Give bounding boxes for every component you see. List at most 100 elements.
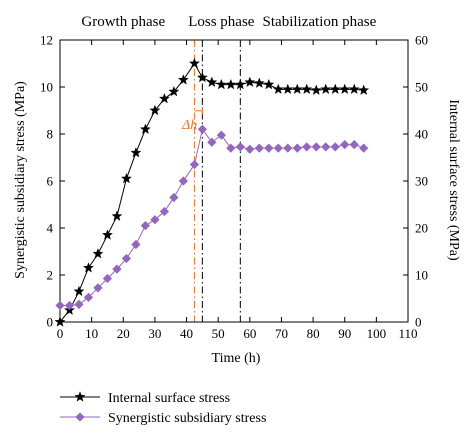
data-point-star bbox=[310, 84, 322, 95]
data-point-star bbox=[168, 85, 180, 97]
phase-label: Growth phase bbox=[81, 14, 165, 30]
data-point-diamond bbox=[311, 142, 321, 152]
data-point-star bbox=[120, 172, 132, 184]
plot-frame bbox=[59, 39, 409, 323]
series-line bbox=[59, 62, 364, 323]
data-point-diamond bbox=[216, 130, 226, 140]
data-point-star bbox=[348, 83, 360, 95]
data-point-star bbox=[82, 262, 94, 273]
data-point-diamond bbox=[283, 143, 293, 153]
y-right-tick-label: 60 bbox=[415, 33, 428, 48]
legend-entry: Synergistic subsidiary stress bbox=[60, 411, 266, 426]
data-point-diamond bbox=[264, 143, 274, 153]
data-point-diamond bbox=[197, 124, 207, 134]
data-series bbox=[54, 57, 370, 327]
data-point-star bbox=[149, 104, 161, 116]
data-point-star bbox=[320, 83, 332, 95]
data-point-star bbox=[358, 84, 370, 95]
axis-titles: Time (h) Synergistic subsidiary stress (… bbox=[13, 81, 461, 366]
x-tick-label: 30 bbox=[148, 326, 161, 341]
y-right-tick-label: 40 bbox=[415, 127, 428, 142]
data-point-diamond bbox=[235, 142, 245, 152]
data-point-diamond bbox=[302, 142, 312, 152]
data-point-star bbox=[225, 78, 237, 90]
y-right-tick-label: 0 bbox=[415, 315, 422, 330]
data-point-diamond bbox=[55, 300, 65, 311]
data-point-diamond bbox=[340, 139, 350, 150]
data-point-diamond bbox=[330, 142, 340, 152]
data-point-star bbox=[92, 248, 104, 259]
legend-diamond-marker bbox=[75, 412, 85, 422]
data-point-diamond bbox=[169, 192, 179, 203]
phase-labels: Growth phase Loss phase Stabilization phas… bbox=[81, 14, 376, 30]
y-left-tick-label: 6 bbox=[47, 174, 54, 189]
x-axis-title: Time (h) bbox=[212, 351, 261, 366]
y-left-tick-label: 2 bbox=[47, 268, 54, 283]
series-synergistic-subsidiary-stress bbox=[55, 124, 369, 311]
delta-h-annotation: Δh bbox=[181, 106, 203, 133]
data-point-star bbox=[234, 78, 246, 90]
y-left-tick-label: 10 bbox=[40, 80, 53, 95]
data-point-diamond bbox=[292, 143, 302, 153]
phase-label: Stabilization phase bbox=[263, 14, 377, 30]
phase-divider-lines bbox=[193, 40, 241, 322]
y-left-tick-label: 0 bbox=[47, 315, 54, 330]
legend-entry: Internal surface stress bbox=[60, 391, 230, 406]
data-point-star bbox=[177, 74, 189, 85]
data-point-diamond bbox=[226, 143, 236, 153]
y-right-tick-label: 30 bbox=[415, 174, 428, 189]
data-point-star bbox=[329, 83, 341, 95]
y-right-tick-label: 20 bbox=[415, 221, 428, 236]
y-axis-title-left: Synergistic subsidiary stress (MPa) bbox=[13, 81, 28, 279]
y-left-tick-label: 4 bbox=[47, 221, 54, 236]
legend-star-marker bbox=[74, 391, 86, 402]
x-tick-label: 20 bbox=[117, 326, 130, 341]
data-point-star bbox=[196, 71, 208, 83]
legend-label: Internal surface stress bbox=[108, 391, 230, 406]
data-point-diamond bbox=[131, 239, 141, 250]
x-tick-label: 90 bbox=[338, 326, 351, 341]
data-point-diamond bbox=[359, 143, 369, 153]
data-point-diamond bbox=[140, 221, 151, 231]
data-point-star bbox=[339, 83, 351, 95]
data-point-diamond bbox=[150, 215, 160, 225]
phase-label: Loss phase bbox=[188, 14, 255, 30]
data-point-star bbox=[272, 83, 284, 95]
series-internal-surface-stress bbox=[54, 57, 370, 327]
y-right-tick-label: 10 bbox=[415, 268, 428, 283]
tick-labels: 0 10 20 30 40 50 60 70 80 90 100 110024681012010203… bbox=[40, 33, 428, 342]
data-point-star bbox=[301, 83, 313, 95]
x-tick-label: 70 bbox=[275, 326, 288, 341]
data-point-diamond bbox=[178, 176, 189, 186]
data-point-diamond bbox=[102, 273, 113, 284]
data-point-diamond bbox=[245, 144, 255, 154]
y-axis-title-right: Internal surface stress (MPa) bbox=[446, 99, 461, 261]
x-tick-label: 10 bbox=[85, 326, 98, 341]
data-point-diamond bbox=[112, 264, 122, 274]
y-left-tick-label: 8 bbox=[47, 127, 54, 142]
data-point-diamond bbox=[64, 300, 75, 311]
data-point-star bbox=[111, 210, 123, 221]
y-right-tick-label: 50 bbox=[415, 80, 428, 95]
x-tick-label: 80 bbox=[307, 326, 320, 341]
data-point-diamond bbox=[159, 206, 170, 217]
data-point-star bbox=[188, 57, 200, 69]
data-point-star bbox=[54, 316, 66, 327]
legend: Internal surface stress Synergistic subsi… bbox=[60, 391, 266, 426]
data-point-diamond bbox=[349, 139, 359, 150]
x-tick-label: 0 bbox=[57, 326, 64, 341]
data-point-star bbox=[253, 77, 265, 88]
data-point-star bbox=[158, 92, 170, 104]
data-point-diamond bbox=[83, 292, 94, 302]
data-point-star bbox=[263, 78, 275, 90]
data-point-star bbox=[139, 123, 151, 134]
data-point-diamond bbox=[207, 137, 217, 147]
data-point-diamond bbox=[74, 299, 84, 309]
data-point-star bbox=[215, 78, 227, 90]
delta-h-label: Δh bbox=[181, 118, 197, 133]
data-point-star bbox=[206, 76, 218, 87]
legend-label: Synergistic subsidiary stress bbox=[108, 411, 266, 426]
data-point-star bbox=[130, 147, 142, 158]
y-left-tick-label: 12 bbox=[40, 33, 53, 48]
